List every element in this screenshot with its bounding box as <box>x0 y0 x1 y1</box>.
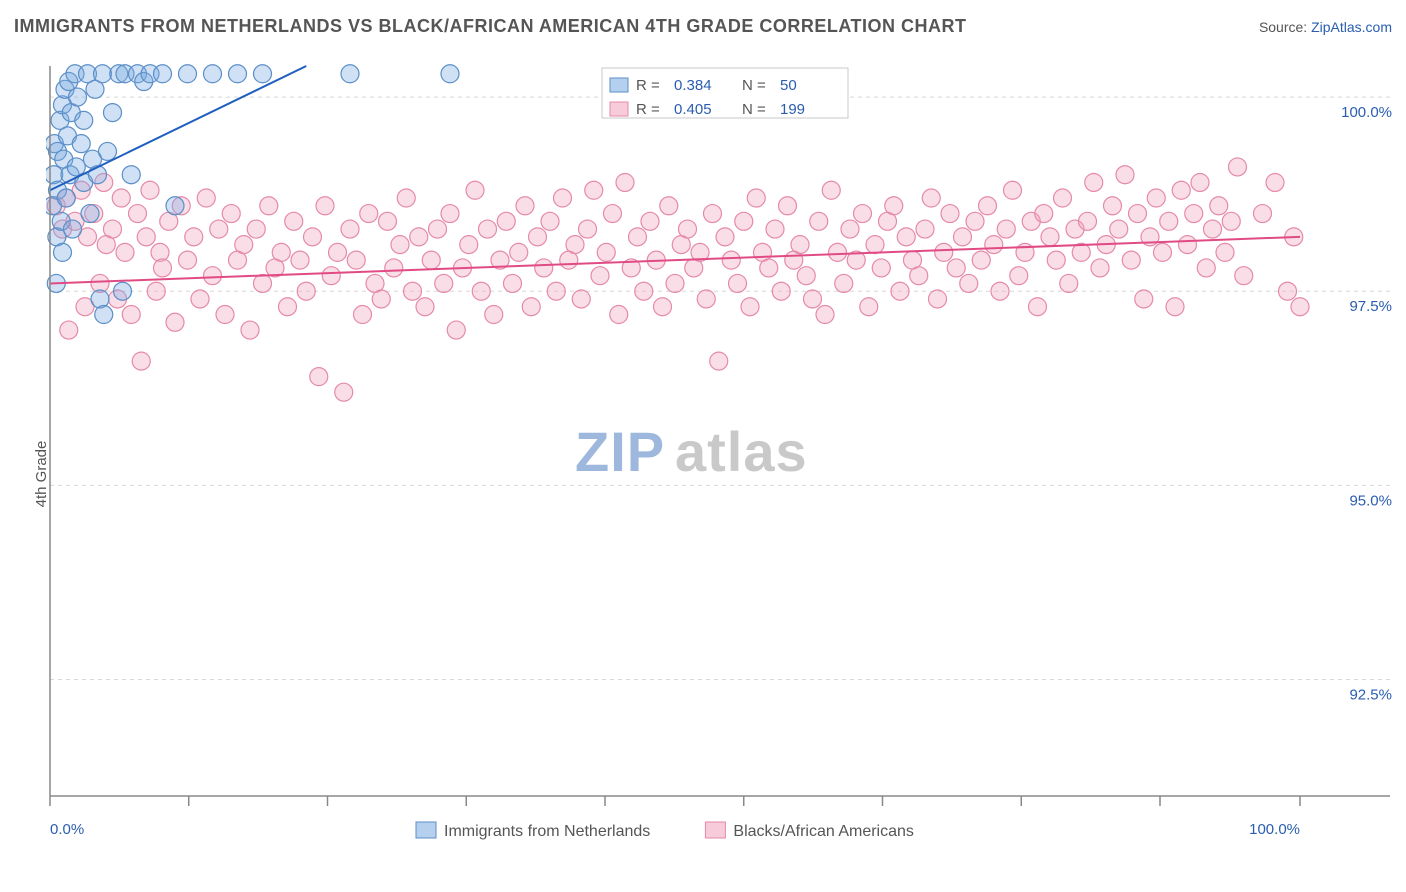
svg-text:199: 199 <box>780 101 805 118</box>
svg-text:R =: R = <box>636 77 660 94</box>
svg-text:N =: N = <box>742 77 766 94</box>
correlation-scatter-chart: 92.5% 95.0% 97.5% 100.0% ZIPatlas 0.0% 100.0% R… <box>46 56 1406 876</box>
svg-text:Blacks/African Americans: Blacks/African Americans <box>733 823 914 840</box>
correlation-legend: R = 0.384 N = 50 R = 0.405 N = 199 <box>602 68 848 118</box>
svg-text:N =: N = <box>742 101 766 118</box>
y-tick-label: 97.5% <box>1349 298 1392 315</box>
svg-text:0.405: 0.405 <box>674 101 712 118</box>
source-link[interactable]: ZipAtlas.com <box>1311 19 1392 35</box>
svg-text:atlas: atlas <box>675 420 808 483</box>
x-tick-label: 0.0% <box>50 821 84 838</box>
series-legend: Immigrants from Netherlands Blacks/Africa… <box>416 822 914 840</box>
chart-title: IMMIGRANTS FROM NETHERLANDS VS BLACK/AFR… <box>14 16 966 37</box>
svg-text:50: 50 <box>780 77 797 94</box>
y-tick-label: 95.0% <box>1349 492 1392 509</box>
svg-text:ZIP: ZIP <box>575 420 665 483</box>
x-tick-label: 100.0% <box>1249 821 1300 838</box>
source-label: Source: ZipAtlas.com <box>1259 19 1392 35</box>
y-tick-label: 100.0% <box>1341 104 1392 121</box>
watermark: ZIPatlas <box>575 420 808 483</box>
y-tick-label: 92.5% <box>1349 687 1392 704</box>
svg-text:R =: R = <box>636 101 660 118</box>
scatter-series <box>47 158 1309 401</box>
source-prefix: Source: <box>1259 19 1311 35</box>
svg-text:0.384: 0.384 <box>674 77 712 94</box>
svg-text:Immigrants from Netherlands: Immigrants from Netherlands <box>444 823 650 840</box>
